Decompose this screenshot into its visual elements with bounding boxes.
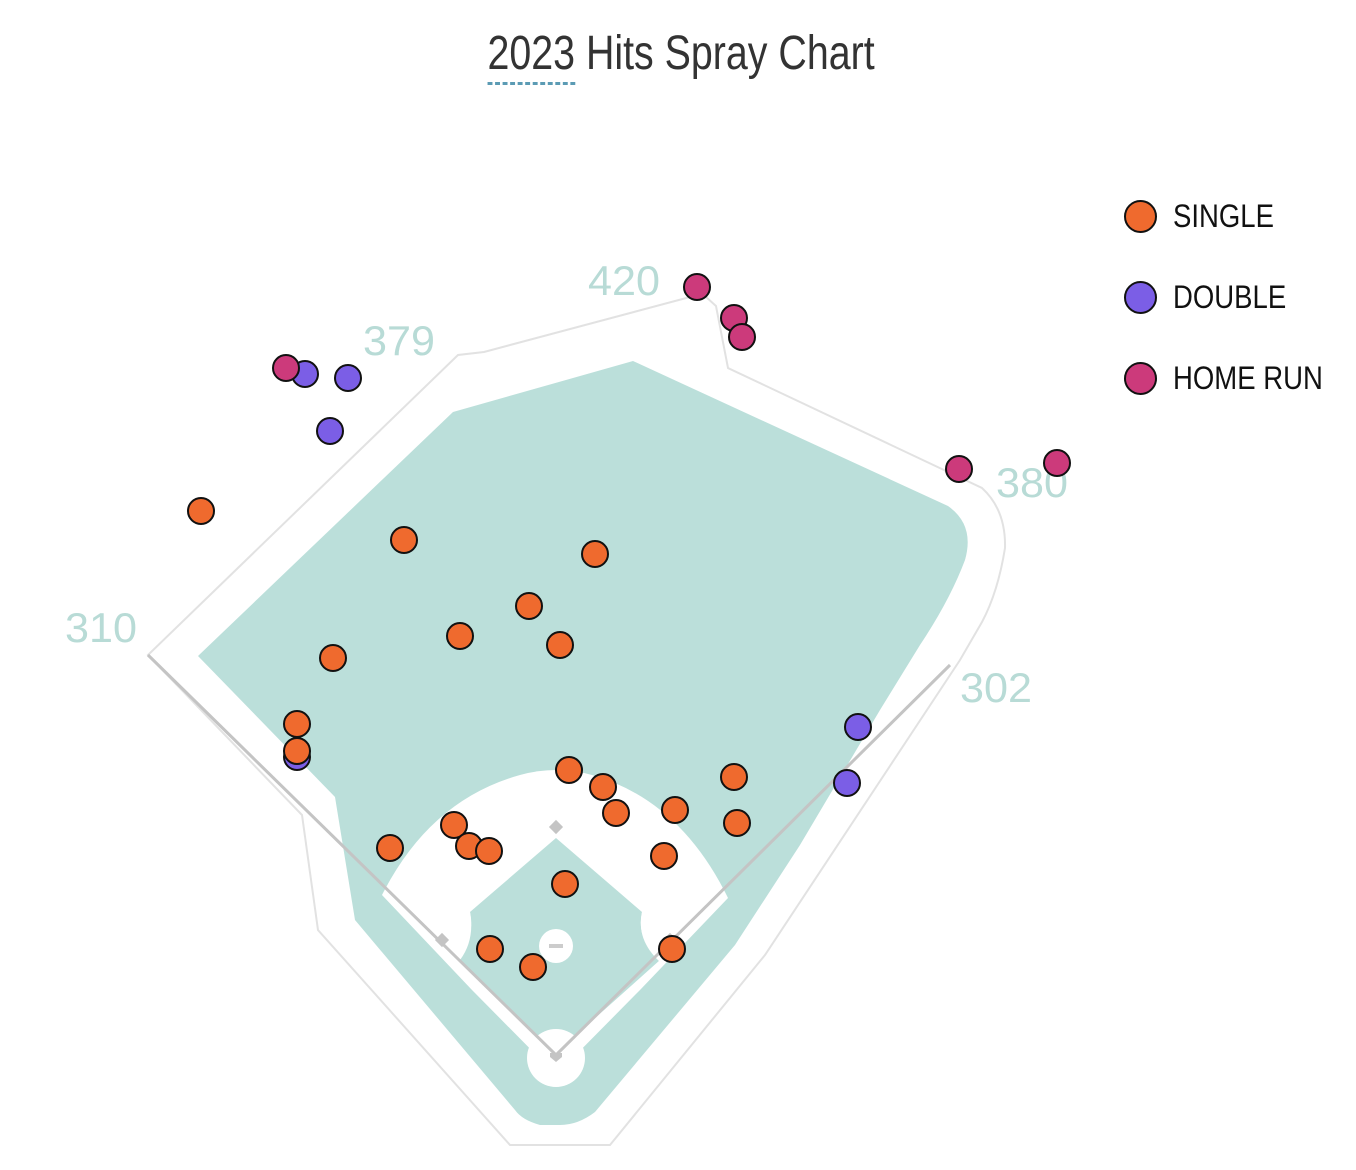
outfield-wall bbox=[146, 294, 1007, 1146]
distance-right-line: 302 bbox=[960, 664, 1032, 711]
hit-marker-single[interactable] bbox=[720, 763, 748, 791]
chart-title-year[interactable]: 2023 bbox=[487, 27, 576, 85]
legend-label-single: SINGLE bbox=[1173, 197, 1274, 234]
home-plate bbox=[550, 1053, 562, 1062]
legend-label-home-run: HOME RUN bbox=[1173, 359, 1323, 396]
hit-marker-single[interactable] bbox=[658, 935, 686, 963]
hit-marker-home-run[interactable] bbox=[272, 354, 300, 382]
hit-marker-single[interactable] bbox=[440, 811, 468, 839]
left-foul-line bbox=[146, 653, 558, 1057]
distance-left-center: 379 bbox=[363, 317, 435, 364]
legend-item-double[interactable]: DOUBLE bbox=[1124, 278, 1347, 316]
second-base bbox=[548, 819, 564, 835]
hit-marker-double[interactable] bbox=[844, 713, 872, 741]
hit-marker-single[interactable] bbox=[723, 809, 751, 837]
hit-marker-single[interactable] bbox=[546, 631, 574, 659]
hit-marker-single[interactable] bbox=[475, 837, 503, 865]
legend-item-single[interactable]: SINGLE bbox=[1124, 197, 1347, 235]
legend-dot-home-run bbox=[1124, 361, 1157, 395]
hit-marker-single[interactable] bbox=[602, 799, 630, 827]
outfield-grass bbox=[198, 361, 968, 1125]
third-base bbox=[434, 932, 450, 948]
legend-dot-single bbox=[1124, 199, 1157, 233]
hit-marker-single[interactable] bbox=[283, 710, 311, 738]
hit-marker-single[interactable] bbox=[446, 622, 474, 650]
hit-marker-single[interactable] bbox=[519, 953, 547, 981]
hit-marker-single[interactable] bbox=[319, 644, 347, 672]
hit-marker-single[interactable] bbox=[476, 935, 504, 963]
hits-layer bbox=[187, 273, 1071, 981]
hit-marker-single[interactable] bbox=[390, 526, 418, 554]
right-foul-line bbox=[554, 663, 952, 1057]
third-base-cutout bbox=[425, 912, 472, 962]
hit-marker-double[interactable] bbox=[833, 769, 861, 797]
legend-item-home-run[interactable]: HOME RUN bbox=[1124, 359, 1347, 397]
hit-marker-double[interactable] bbox=[316, 417, 344, 445]
hit-marker-single[interactable] bbox=[283, 737, 311, 765]
hit-marker-single[interactable] bbox=[661, 796, 689, 824]
hit-marker-single[interactable] bbox=[555, 756, 583, 784]
pitchers-rubber bbox=[549, 944, 563, 948]
chart-title-text: Hits Spray Chart bbox=[575, 27, 875, 80]
hit-marker-single[interactable] bbox=[581, 540, 609, 568]
legend: SINGLE DOUBLE HOME RUN bbox=[1124, 197, 1347, 440]
hit-marker-single[interactable] bbox=[589, 773, 617, 801]
hit-marker-home-run[interactable] bbox=[728, 323, 756, 351]
distance-center: 420 bbox=[588, 257, 660, 304]
hit-marker-home-run[interactable] bbox=[683, 273, 711, 301]
chart-title: 2023 Hits Spray Chart bbox=[125, 26, 1237, 85]
hit-marker-single[interactable] bbox=[650, 842, 678, 870]
hit-marker-double[interactable] bbox=[334, 364, 362, 392]
hit-marker-single[interactable] bbox=[187, 497, 215, 525]
legend-label-double: DOUBLE bbox=[1173, 278, 1287, 315]
hit-marker-single[interactable] bbox=[551, 870, 579, 898]
hit-marker-home-run[interactable] bbox=[945, 455, 973, 483]
distance-left-line: 310 bbox=[65, 604, 137, 651]
hit-marker-single[interactable] bbox=[376, 834, 404, 862]
legend-dot-double bbox=[1124, 280, 1157, 314]
hit-marker-home-run[interactable] bbox=[1043, 449, 1071, 477]
hit-marker-single[interactable] bbox=[515, 592, 543, 620]
